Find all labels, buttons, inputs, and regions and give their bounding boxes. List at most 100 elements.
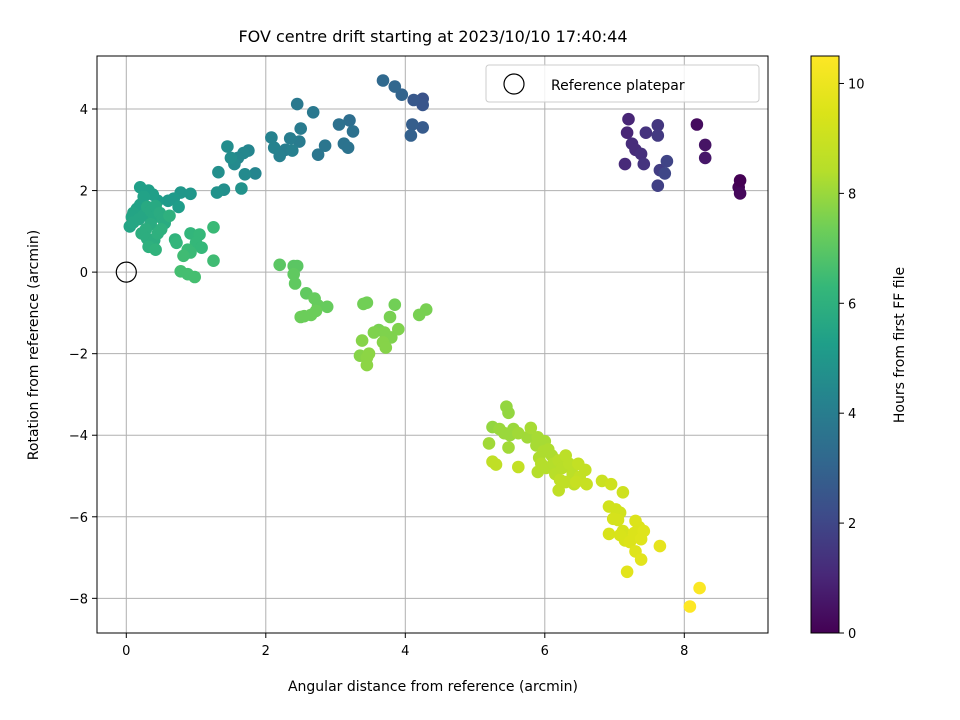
data-point [207, 221, 220, 234]
data-point [634, 532, 648, 546]
data-point [287, 267, 301, 281]
data-point [634, 147, 648, 161]
data-point [693, 581, 706, 595]
data-point [332, 118, 346, 131]
data-point [489, 458, 503, 471]
data-point [383, 310, 397, 324]
data-point [367, 326, 381, 339]
data-point [224, 151, 238, 165]
x-tick-label: 6 [541, 644, 549, 659]
data-point [407, 93, 421, 107]
x-tick-label: 8 [680, 644, 688, 659]
colorbar-gradient [810, 55, 840, 634]
y-tick-label: −8 [69, 592, 88, 607]
data-point [362, 347, 376, 361]
data-point [294, 310, 308, 324]
data-point [602, 527, 616, 541]
data-point [651, 119, 665, 132]
reference-point [115, 261, 137, 283]
data-point [698, 151, 712, 165]
y-tick-label: −2 [69, 348, 88, 363]
data-point [249, 167, 262, 180]
colorbar-ticks: 0 2 4 6 8 10 [839, 77, 865, 642]
data-point [154, 223, 168, 236]
data-point [653, 539, 667, 553]
colorbar-tick-label: 2 [848, 517, 856, 532]
x-axis-label: Angular distance from reference (arcmin) [288, 679, 578, 695]
data-point [149, 243, 162, 256]
data-point [267, 141, 281, 154]
data-point [283, 132, 297, 145]
data-point [512, 460, 525, 474]
legend-marker [503, 73, 525, 95]
y-tick-label: 4 [80, 103, 88, 118]
data-point [184, 187, 197, 201]
data-point [161, 194, 175, 208]
data-point [580, 477, 593, 491]
x-tick-label: 0 [122, 644, 130, 659]
data-point [294, 122, 308, 135]
data-point [195, 241, 208, 254]
colorbar-tick-label: 6 [848, 297, 856, 312]
data-point [177, 249, 190, 263]
data-point [552, 484, 565, 497]
data-point [690, 118, 704, 131]
colorbar-tick-label: 0 [848, 627, 856, 642]
data-point [311, 148, 325, 161]
plot-area [97, 56, 768, 633]
chart-title: FOV centre drift starting at 2023/10/10 … [238, 27, 627, 46]
data-point [639, 126, 653, 139]
data-point [376, 74, 390, 87]
data-point [290, 97, 304, 111]
data-point [357, 297, 370, 311]
x-tick-label: 2 [262, 644, 270, 659]
y-tick-label: −6 [69, 511, 88, 526]
reference-platepar-marker [115, 261, 137, 283]
data-point [658, 167, 672, 180]
data-point [207, 254, 220, 267]
data-point [618, 157, 632, 171]
data-point [265, 131, 278, 144]
data-point [341, 141, 355, 154]
data-point [306, 106, 320, 119]
legend: Reference platepar [485, 64, 760, 103]
data-point [288, 277, 302, 290]
data-point [286, 144, 299, 157]
data-point [170, 236, 183, 250]
data-point [360, 358, 374, 372]
legend-label: Reference platepar [551, 78, 685, 94]
axes-border [96, 55, 769, 634]
data-point [683, 600, 697, 613]
colorbar-tick-label: 10 [848, 77, 865, 92]
data-point [524, 421, 538, 435]
data-point [406, 118, 419, 131]
y-tick-label: −4 [69, 429, 88, 444]
data-point [502, 406, 515, 420]
colorbar: 0 2 4 6 8 10 Hours from first FF file [810, 55, 908, 642]
data-point [172, 200, 185, 214]
data-point [660, 154, 674, 168]
data-point [562, 457, 576, 471]
data-point [163, 209, 176, 223]
data-point [698, 138, 712, 152]
data-point [318, 139, 332, 152]
data-point [651, 129, 665, 142]
data-point [346, 125, 360, 138]
data-point [733, 174, 747, 187]
data-point [221, 140, 234, 153]
scatter-points [123, 74, 747, 613]
y-tick-label: 2 [80, 185, 88, 200]
data-point [235, 182, 248, 195]
data-point [651, 179, 665, 192]
data-point [616, 486, 630, 499]
data-point [188, 270, 201, 284]
data-point [388, 298, 402, 312]
data-point [210, 186, 224, 199]
y-tick-label: 0 [80, 266, 88, 281]
y-axis-label: Rotation from reference (arcmin) [26, 230, 42, 460]
data-point [637, 157, 651, 171]
data-point [482, 437, 496, 450]
data-point [212, 165, 225, 179]
data-point [412, 308, 426, 322]
